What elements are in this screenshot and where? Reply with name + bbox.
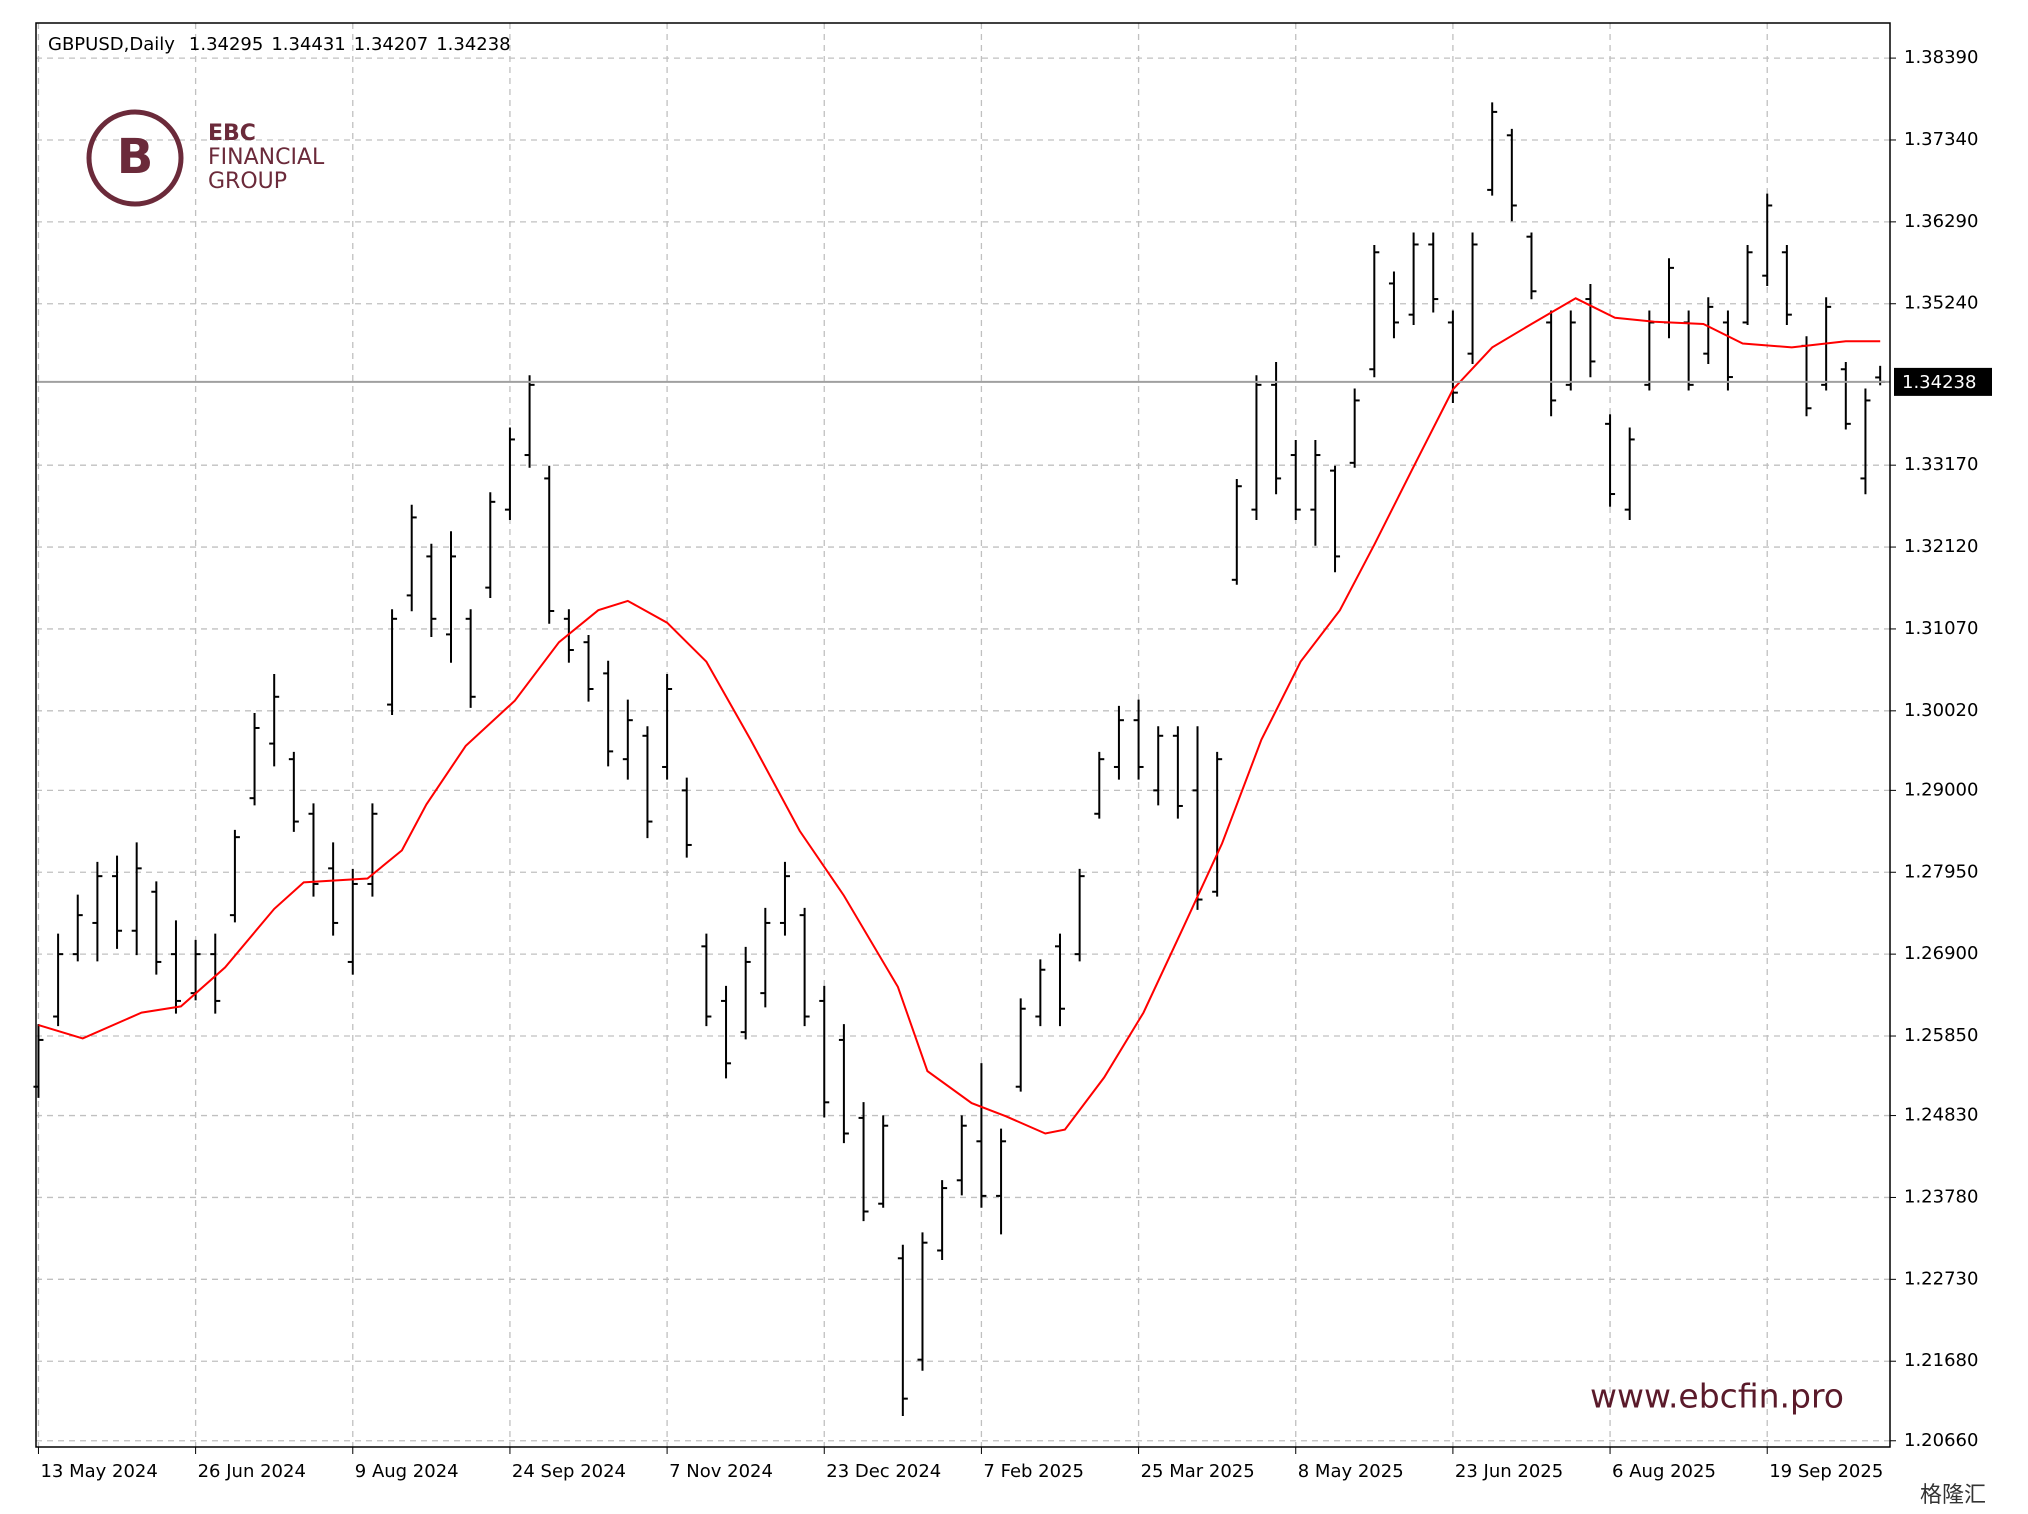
y-tick-label: 1.35240: [1904, 293, 1978, 314]
plot-frame: [35, 22, 1891, 1448]
logo-brand: EBC: [208, 121, 256, 146]
price-label-box: [1894, 367, 1992, 396]
ohlc-value: 1.34207: [354, 34, 428, 55]
y-tick-label: 1.23780: [1904, 1186, 1978, 1207]
y-tick-label: 1.26900: [1904, 943, 1978, 964]
grid: [36, 23, 1890, 1447]
x-tick-label: 26 Jun 2024: [198, 1461, 306, 1482]
y-tick-label: 1.32120: [1904, 536, 1978, 557]
y-tick-label: 1.29000: [1904, 779, 1978, 800]
x-tick-label: 19 Sep 2025: [1769, 1461, 1883, 1482]
x-tick-label: 9 Aug 2024: [355, 1461, 459, 1482]
y-tick-label: 1.25850: [1904, 1025, 1978, 1046]
ohlc-value: 1.34238: [436, 34, 510, 55]
x-tick-label: 23 Jun 2025: [1455, 1461, 1563, 1482]
y-tick-label: 1.24830: [1904, 1105, 1978, 1126]
y-tick-label: 1.33170: [1904, 454, 1978, 475]
source-logo: 格隆汇: [1920, 1483, 1986, 1508]
logo-line: FINANCIAL: [208, 145, 325, 170]
symbol: GBPUSD,Daily: [48, 34, 175, 55]
plot: [33, 102, 1890, 1417]
y-tick-label: 1.31070: [1904, 618, 1978, 639]
x-tick-label: 6 Aug 2025: [1612, 1461, 1716, 1482]
watermark-url: www.ebcfin.pro: [1590, 1377, 1844, 1416]
y-tick-label: 1.21680: [1904, 1350, 1978, 1371]
y-tick-label: 1.20660: [1904, 1430, 1978, 1451]
x-tick-label: 7 Feb 2025: [983, 1461, 1084, 1482]
x-tick-label: 7 Nov 2024: [669, 1461, 773, 1482]
y-tick-label: 1.27950: [1904, 861, 1978, 882]
logo-line: GROUP: [208, 169, 287, 194]
x-tick-label: 23 Dec 2024: [826, 1461, 941, 1482]
ohlc-value: 1.34295: [189, 34, 263, 55]
y-tick-label: 1.36290: [1904, 211, 1978, 232]
axes: 1.38390 1.37340 1.36290 1.35240 1.33170 1.321…: [35, 22, 1992, 1482]
x-tick-label: 13 May 2024: [40, 1461, 157, 1482]
x-tick-label: 24 Sep 2024: [512, 1461, 626, 1482]
y-tick-label: 1.37340: [1904, 129, 1978, 150]
x-tick-label: 25 Mar 2025: [1141, 1461, 1255, 1482]
ohlc-value: 1.34431: [271, 34, 345, 55]
logo: B EBC FINANCIAL GROUP: [86, 109, 325, 207]
x-tick-label: 8 May 2025: [1298, 1461, 1404, 1482]
logo-glyph: B: [117, 129, 154, 185]
y-tick-label: 1.38390: [1904, 47, 1978, 68]
moving-average: [38, 297, 1881, 1135]
logo-ring: [86, 109, 184, 207]
chart-title: GBPUSD,Daily 1.34295 1.34431 1.34207 1.34238: [48, 34, 511, 55]
y-tick-label: 1.22730: [1904, 1268, 1978, 1289]
price-label: 1.34238: [1902, 372, 1976, 393]
y-tick-label: 1.30020: [1904, 700, 1978, 721]
